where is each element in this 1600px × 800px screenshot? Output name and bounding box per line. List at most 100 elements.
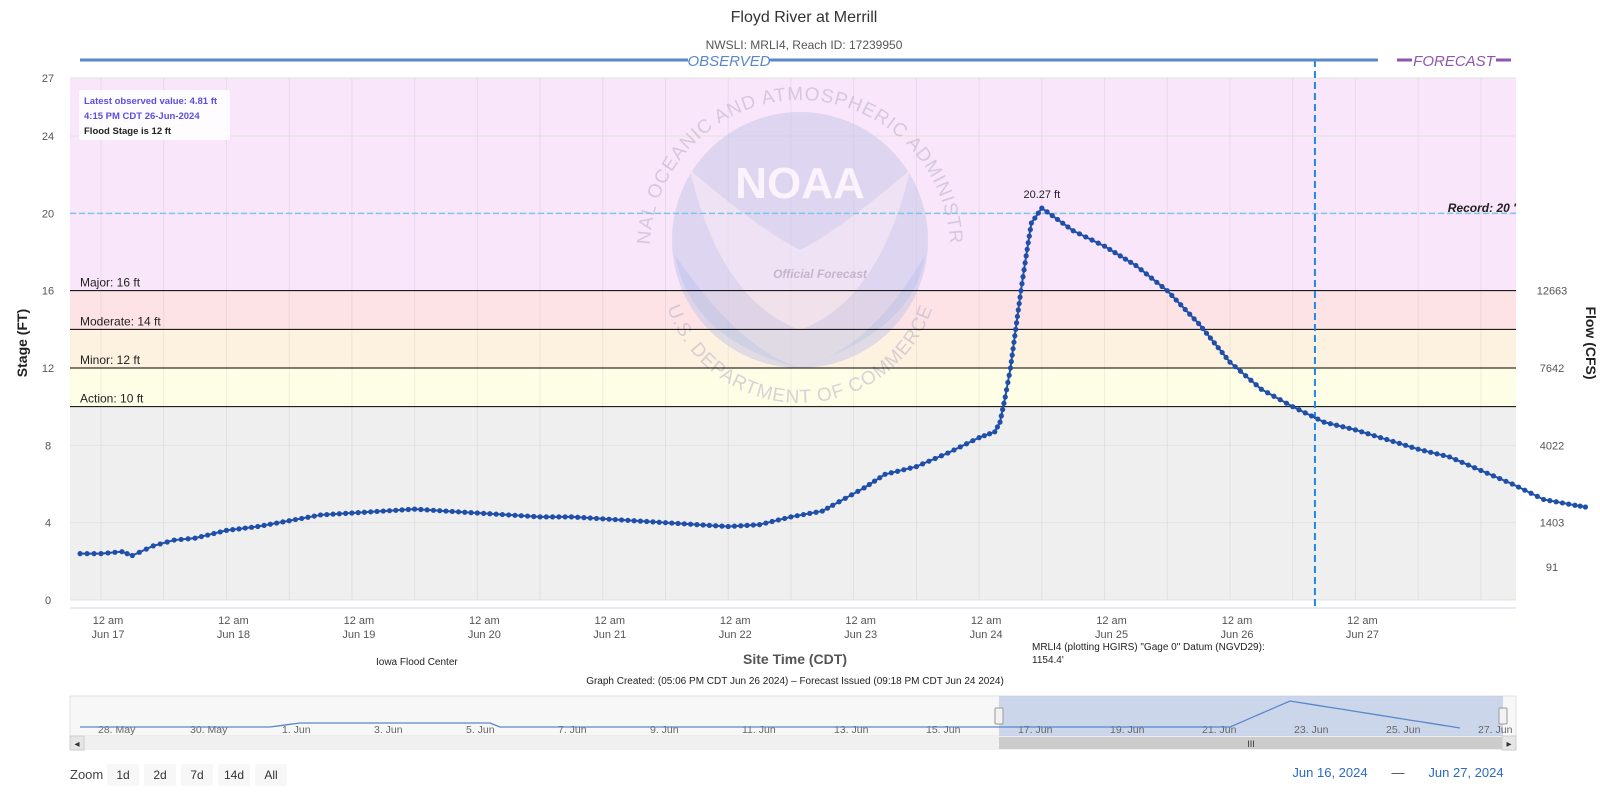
navigator-handle-left[interactable] <box>994 707 1004 725</box>
observed-point <box>998 413 1004 419</box>
observed-point <box>1396 440 1402 446</box>
observed-point <box>1497 475 1503 482</box>
range-to[interactable]: Jun 27, 2024 <box>1428 765 1503 780</box>
zoom-buttons: 1d 2d 7d 14d All <box>107 764 287 786</box>
stage-axis: 0 4 8 12 16 20 24 27 <box>42 73 54 607</box>
observed-point <box>938 453 945 459</box>
threshold-label: Minor: 12 ft <box>80 353 141 367</box>
zoom-button-1d[interactable]: 1d <box>107 764 139 786</box>
observed-point <box>1164 288 1170 294</box>
y-axis-title: Stage (FT) <box>14 309 30 377</box>
observed-point <box>1020 274 1026 280</box>
zoom-button-7d[interactable]: 7d <box>181 764 213 786</box>
observed-point <box>637 518 644 524</box>
observed-point <box>997 419 1003 425</box>
zoom-button-2d[interactable]: 2d <box>144 764 176 786</box>
observed-point <box>1390 438 1396 445</box>
zoom-button-All[interactable]: All <box>255 764 287 786</box>
observed-point <box>105 550 111 556</box>
observed-point <box>1515 484 1522 490</box>
observed-point <box>794 513 800 519</box>
scrollbar-thumb[interactable] <box>999 737 1503 749</box>
observed-point <box>143 546 149 552</box>
zoom-button-label: All <box>264 768 277 782</box>
observed-point <box>1377 435 1384 441</box>
y2-tick-label: 7642 <box>1540 363 1564 375</box>
observed-point <box>662 520 669 526</box>
observed-point <box>205 532 211 538</box>
observed-point <box>1215 345 1221 351</box>
observed-point <box>211 530 217 537</box>
x-tick-date: Jun 18 <box>217 629 250 641</box>
observed-point <box>192 535 198 541</box>
observed-point <box>1101 243 1108 249</box>
navigator-label: 25. Jun <box>1386 724 1421 736</box>
observed-point <box>499 511 506 518</box>
observed-point <box>650 519 656 525</box>
observed-point <box>1018 288 1024 294</box>
zoom-button-label: 14d <box>224 768 244 782</box>
y2-tick-label: 1403 <box>1540 518 1564 530</box>
observed-point <box>1321 419 1327 425</box>
observed-point <box>1095 240 1101 246</box>
observed-point <box>393 507 399 513</box>
observed-point <box>124 551 130 557</box>
x-tick-date: Jun 17 <box>91 629 124 641</box>
datum-note: MRLI4 (plotting HGIRS) "Gage 0" Datum (N… <box>1032 642 1265 666</box>
observed-point <box>1553 499 1559 505</box>
observed-point <box>606 516 612 522</box>
scrollbar-grip[interactable]: III <box>1247 739 1255 749</box>
observed-point <box>1154 279 1160 285</box>
x-tick-date: Jun 25 <box>1095 629 1128 641</box>
navigator-handle-right[interactable] <box>1498 707 1508 725</box>
scroll-left-button[interactable] <box>69 735 85 751</box>
navigator[interactable]: 28. May 30. May 1. Jun 3. Jun 5. Jun 7. Jun 9.… <box>69 695 1517 751</box>
flood-thresholds: Major: 16 ft Moderate: 14 ft Minor: 12 ft A… <box>70 60 1516 608</box>
observed-point <box>1359 429 1365 435</box>
info-box-background <box>79 90 230 140</box>
observed-point <box>1572 502 1578 508</box>
navigator-label: 27. Jun <box>1478 724 1513 736</box>
observed-point <box>1219 349 1225 356</box>
observed-point <box>957 444 963 450</box>
scroll-left-arrow-icon[interactable]: ◂ <box>74 739 79 750</box>
scroll-right-arrow-icon[interactable]: ▸ <box>1506 739 1511 750</box>
latest-observed-time: 4:15 PM CDT 26-Jun-2024 <box>84 111 200 122</box>
x-tick-date: Jun 19 <box>342 629 375 641</box>
observed-point <box>343 510 349 516</box>
observed-point <box>756 522 763 528</box>
scroll-right-button[interactable] <box>1501 735 1517 751</box>
observed-point <box>731 523 738 529</box>
observed-point <box>1032 215 1038 221</box>
observed-point <box>380 508 386 514</box>
x-axis-title: Site Time (CDT) <box>743 651 847 667</box>
observed-point <box>543 514 549 520</box>
observed-point <box>1117 253 1123 259</box>
observed-point <box>1076 231 1083 237</box>
observed-point <box>920 461 926 467</box>
navigator-label: 19. Jun <box>1110 724 1145 736</box>
observed-point <box>274 520 280 526</box>
observed-point <box>1258 386 1264 392</box>
observed-point <box>1128 259 1134 265</box>
observed-point <box>1011 339 1017 345</box>
observed-point <box>468 510 474 516</box>
observed-point <box>286 518 292 524</box>
noaa-logo-circle <box>672 112 928 368</box>
x-tick-time: 12 am <box>218 615 249 627</box>
navigator-series-line <box>80 700 1461 729</box>
observed-point <box>1207 335 1213 341</box>
observed-point <box>292 516 299 523</box>
navigator-selected-range[interactable] <box>999 696 1503 736</box>
zoom-button-14d[interactable]: 14d <box>218 764 250 786</box>
zoom-button-bg <box>181 764 213 786</box>
observed-point <box>871 478 878 484</box>
observed-point <box>1302 410 1308 416</box>
observed-point <box>1428 449 1434 455</box>
observed-point <box>1169 292 1175 298</box>
observed-point <box>1534 493 1540 499</box>
range-from[interactable]: Jun 16, 2024 <box>1292 765 1367 780</box>
band-normal <box>70 406 1516 600</box>
observed-point <box>807 510 813 516</box>
time-axis: 12 am Jun 17 12 am Jun 18 12 am Jun 19 12 am Ju… <box>91 615 1378 641</box>
